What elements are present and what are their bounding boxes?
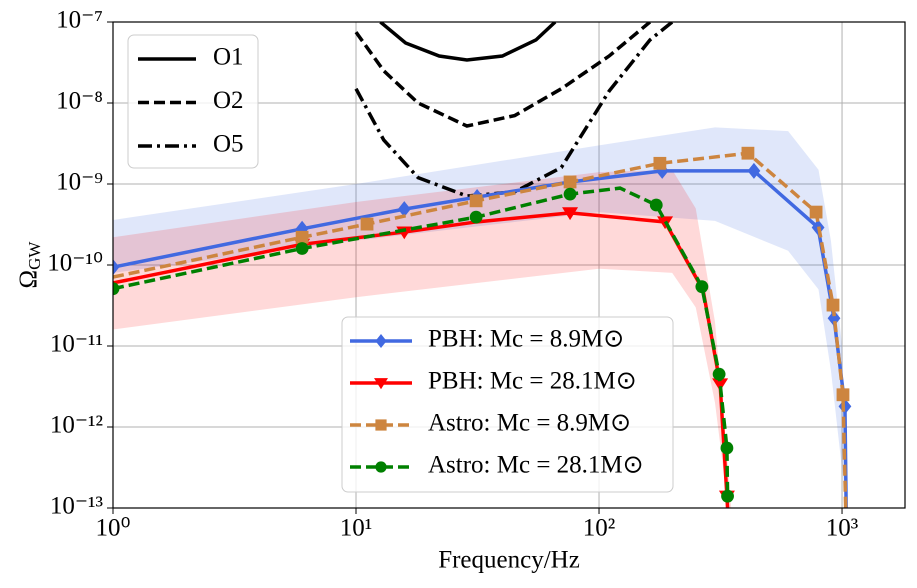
marker [562, 207, 579, 221]
marker [712, 367, 726, 381]
marker [563, 175, 577, 189]
series-line [354, 22, 652, 128]
legend-label: O1 [213, 44, 244, 71]
marker [397, 201, 411, 218]
marker [826, 298, 840, 312]
x-axis-label: Frequency/Hz [438, 547, 580, 574]
y-label-symbol: Ω [15, 270, 42, 289]
y-tick-label: 10⁻⁸ [56, 88, 103, 115]
x-tick-label: 10⁰ [95, 515, 130, 542]
series-line [379, 22, 557, 62]
marker [374, 378, 388, 390]
plot-area [113, 22, 852, 508]
marker [113, 282, 120, 296]
marker [836, 388, 850, 402]
marker [712, 378, 729, 392]
x-tick-label: 10¹ [340, 515, 373, 542]
y-tick-label: 10⁻¹¹ [50, 331, 103, 358]
x-tick-label: 10³ [826, 515, 859, 542]
legend: PBH: Mc = 8.9M⊙ PBH: Mc = 28.1M⊙ Astro: Mc… [341, 316, 674, 493]
marker [649, 198, 663, 212]
marker [375, 334, 387, 348]
legend-label: PBH: Mc = 8.9M⊙ [428, 326, 624, 353]
confidence-band [113, 127, 848, 508]
marker [720, 441, 734, 455]
x-tick-label: 10² [583, 515, 616, 542]
y-tick-label: 10⁻¹⁰ [47, 250, 103, 277]
y-label-subscript: GW [25, 241, 44, 270]
marker [695, 280, 709, 294]
marker [113, 259, 120, 276]
y-tick-label: 10⁻¹³ [50, 493, 104, 520]
marker [747, 162, 761, 179]
confidence-band [113, 169, 732, 508]
legend-label: O5 [213, 131, 244, 158]
marker [653, 156, 667, 170]
legend-label: PBH: Mc = 28.1M⊙ [428, 368, 637, 395]
marker [375, 461, 387, 473]
marker [721, 489, 734, 503]
series-line [113, 186, 730, 497]
legend: O1 O2 O5 [127, 34, 259, 169]
y-axis-label: ΩGW [15, 241, 44, 289]
marker [375, 419, 387, 431]
legend-label: Astro: Mc = 28.1M⊙ [428, 452, 644, 479]
plot-frame [112, 21, 906, 509]
marker [809, 205, 823, 219]
marker [827, 310, 841, 327]
marker [469, 210, 483, 224]
marker [741, 146, 755, 160]
legend-label: O2 [213, 87, 244, 114]
y-tick-label: 10⁻⁷ [56, 7, 103, 34]
marker [469, 194, 483, 208]
legend-label: Astro: Mc = 8.9M⊙ [428, 410, 631, 437]
marker [295, 230, 309, 244]
y-tick-label: 10⁻¹² [50, 412, 103, 439]
marker [360, 217, 374, 231]
y-tick-label: 10⁻⁹ [56, 169, 103, 196]
legend-box [341, 316, 674, 493]
marker [563, 187, 577, 201]
marker [295, 242, 309, 255]
